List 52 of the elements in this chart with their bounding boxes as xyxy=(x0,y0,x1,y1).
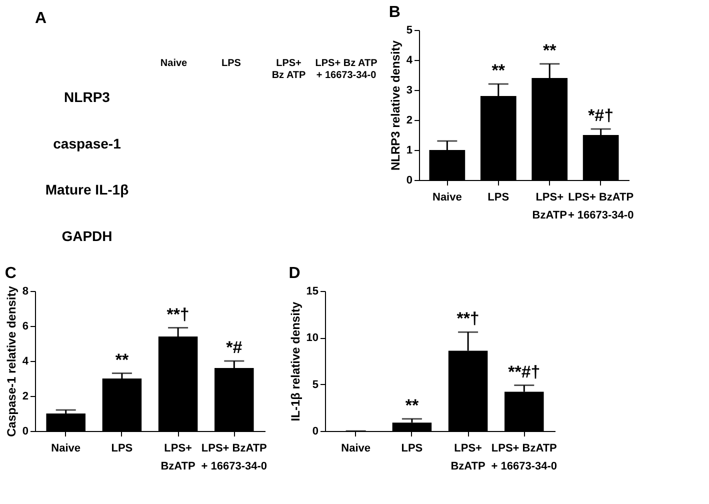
category-label: LPS xyxy=(222,58,242,69)
y-axis-title: NLRP3 relative density xyxy=(388,40,402,171)
annotation: ** xyxy=(115,350,129,370)
x-tick-label: LPS+ BzATP + 16673-34-0 xyxy=(201,442,268,472)
category-label: Mature IL-1β xyxy=(45,182,129,198)
chart-title: B xyxy=(388,4,400,21)
y-tick-label: 15 xyxy=(306,286,318,298)
x-tick-label: Naive xyxy=(341,442,371,454)
category-label: + 16673-34-0 xyxy=(316,70,376,81)
category-label: caspase-1 xyxy=(53,135,121,152)
annotation: *#† xyxy=(588,106,614,125)
annotation: ** xyxy=(542,40,557,60)
y-tick-label: 2 xyxy=(406,114,412,126)
y-tick-label: 0 xyxy=(406,174,412,186)
y-tick-label: 0 xyxy=(312,426,318,438)
text: A xyxy=(35,10,47,27)
chart-title: C xyxy=(4,265,17,282)
y-tick-label: 6 xyxy=(22,320,28,332)
x-tick-label: LPS xyxy=(401,442,423,454)
y-axis-title: IL-1β relative density xyxy=(288,301,302,422)
x-tick-label: LPS+ BzATP xyxy=(160,442,196,472)
x-tick-label: Naive xyxy=(51,442,81,454)
x-tick-label: LPS xyxy=(111,442,133,454)
y-tick-label: 2 xyxy=(22,390,28,402)
annotation: **† xyxy=(166,304,190,324)
category-label: GAPDH xyxy=(62,228,112,244)
x-tick-label: LPS+ BzATP xyxy=(450,442,486,472)
x-tick-label: LPS+ BzATP + 16673-34-0 xyxy=(491,442,558,472)
category-label: Naive xyxy=(160,58,188,69)
y-tick-label: 4 xyxy=(22,356,30,368)
annotation: **† xyxy=(456,309,480,328)
x-tick-label: LPS+ BzATP + 16673-34-0 xyxy=(568,192,634,222)
y-tick-label: 3 xyxy=(406,84,412,96)
y-tick-label: 10 xyxy=(306,332,318,344)
y-tick-label: 1 xyxy=(406,144,412,156)
x-tick-label: LPS+ BzATP xyxy=(532,192,567,222)
annotation: ** xyxy=(405,396,419,415)
y-tick-label: 8 xyxy=(22,286,28,298)
x-tick-label: LPS xyxy=(488,192,510,204)
category-label: NLRP3 xyxy=(64,89,110,106)
annotation: *# xyxy=(226,338,243,357)
y-tick-label: 0 xyxy=(22,426,28,438)
annotation: ** xyxy=(492,61,506,80)
y-tick-label: 5 xyxy=(312,378,318,391)
category-label: LPS+ Bz ATP xyxy=(315,58,378,69)
y-tick-label: 4 xyxy=(406,54,414,66)
chart-title: D xyxy=(288,265,300,282)
x-tick-label: Naive xyxy=(432,192,462,204)
annotation: **#† xyxy=(508,362,540,382)
y-axis-title: Caspase-1 relative density xyxy=(4,286,18,437)
category-label: LPS+ Bz ATP xyxy=(272,58,306,81)
y-tick-label: 5 xyxy=(406,24,412,36)
